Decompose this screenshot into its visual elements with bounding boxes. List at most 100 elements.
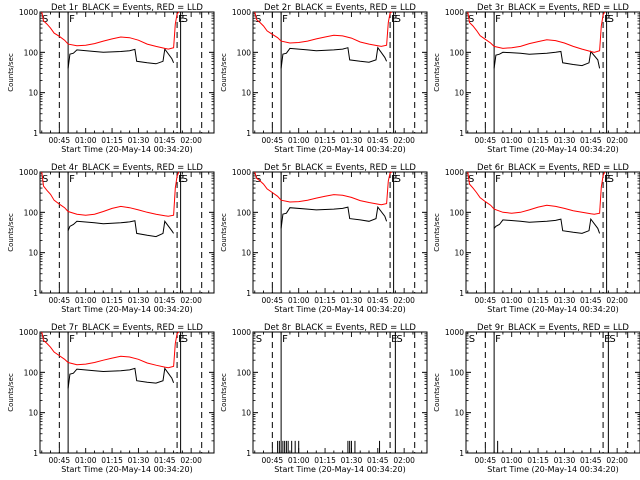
- interval-marker-label: F: [69, 14, 75, 25]
- x-tick-label: 02:00: [180, 136, 202, 145]
- x-tick-label: 01:30: [341, 296, 363, 305]
- events-line: [67, 367, 175, 389]
- x-axis-label: Start Time (20-May-14 00:34:20): [487, 145, 618, 154]
- chart-title: Det 2r_BLACK = Events, RED = LLD: [264, 3, 416, 13]
- chart-panel-det6: Det 6r_BLACK = Events, RED = LLD 1 10 100 10…: [433, 163, 640, 314]
- chart-panel-det4: Det 4r_BLACK = Events, RED = LLD 1 10 100 10…: [7, 163, 215, 314]
- interval-marker-label: E: [604, 14, 610, 25]
- interval-marker-label: F: [69, 174, 75, 185]
- x-axis-label: Start Time (20-May-14 00:34:20): [274, 465, 405, 474]
- x-tick-label: 01:45: [154, 456, 176, 465]
- x-tick-label: 00:45: [475, 296, 497, 305]
- interval-marker-label: F: [495, 174, 501, 185]
- x-tick-label: 01:00: [501, 456, 523, 465]
- y-tick-label: 100: [237, 208, 252, 217]
- chart-title: Det 9r_BLACK = Events, RED = LLD: [477, 323, 629, 333]
- events-line: [280, 46, 388, 69]
- y-tick-label: 1: [33, 129, 38, 138]
- x-tick-label: 01:30: [341, 136, 363, 145]
- interval-marker-label: S: [42, 334, 48, 345]
- x-tick-label: 02:00: [606, 456, 628, 465]
- x-tick-label: 02:00: [606, 296, 628, 305]
- x-tick-label: 01:30: [554, 296, 576, 305]
- interval-marker-label: S: [468, 174, 474, 185]
- events-line: [493, 50, 601, 69]
- y-tick-label: 1000: [232, 8, 251, 17]
- x-tick-label: 00:45: [262, 456, 284, 465]
- y-tick-label: 100: [450, 368, 465, 377]
- y-axis-label: Counts/sec: [220, 213, 228, 252]
- y-tick-label: 1: [246, 129, 251, 138]
- x-tick-label: 00:45: [262, 296, 284, 305]
- interval-marker-label: S: [182, 334, 188, 345]
- chart-title: Det 3r_BLACK = Events, RED = LLD: [477, 3, 629, 13]
- y-tick-label: 10: [454, 249, 464, 258]
- y-tick-label: 1000: [19, 8, 38, 17]
- chart-title: Det 4r_BLACK = Events, RED = LLD: [51, 163, 203, 173]
- interval-marker-label: E: [178, 334, 184, 345]
- interval-marker-label: S: [256, 334, 262, 345]
- chart-panel-det8: Det 8r_BLACK = Events, RED = LLD 1 10 100 10…: [220, 323, 428, 474]
- y-tick-label: 1: [459, 129, 464, 138]
- y-tick-label: 1000: [19, 328, 38, 337]
- x-tick-label: 01:15: [527, 136, 549, 145]
- interval-marker-label: S: [608, 174, 614, 185]
- interval-marker-label: F: [495, 334, 501, 345]
- lld-line: [41, 11, 180, 50]
- chart-panel-det9: Det 9r_BLACK = Events, RED = LLD 1 10 100 10…: [433, 323, 640, 474]
- x-tick-label: 00:45: [49, 296, 71, 305]
- y-tick-label: 100: [450, 208, 465, 217]
- x-tick-label: 01:30: [341, 456, 363, 465]
- y-tick-label: 100: [24, 208, 39, 217]
- plot-frame: [252, 171, 428, 294]
- y-tick-label: 10: [241, 89, 251, 98]
- events-line: [280, 205, 388, 229]
- x-tick-label: 01:15: [527, 296, 549, 305]
- y-tick-label: 10: [28, 409, 38, 418]
- x-tick-label: 01:00: [75, 456, 97, 465]
- y-tick-label: 1: [246, 289, 251, 298]
- chart-panel-det1: Det 1r_BLACK = Events, RED = LLD 1 10 100 10…: [7, 3, 215, 154]
- y-tick-label: 1000: [445, 328, 464, 337]
- x-tick-label: 01:15: [101, 456, 123, 465]
- interval-marker-label: E: [391, 14, 397, 25]
- y-tick-label: 100: [24, 48, 39, 57]
- x-tick-label: 01:45: [580, 296, 602, 305]
- x-tick-label: 01:45: [367, 136, 389, 145]
- interval-marker-label: S: [608, 14, 614, 25]
- lld-line: [41, 331, 180, 369]
- y-axis-label: Counts/sec: [220, 53, 228, 92]
- x-tick-label: 01:15: [314, 296, 336, 305]
- y-axis-label: Counts/sec: [7, 53, 15, 92]
- plot-frame: [252, 11, 428, 134]
- x-axis-label: Start Time (20-May-14 00:34:20): [487, 465, 618, 474]
- x-axis-label: Start Time (20-May-14 00:34:20): [61, 465, 192, 474]
- chart-panel-det7: Det 7r_BLACK = Events, RED = LLD 1 10 100 10…: [7, 323, 215, 474]
- lld-line: [254, 171, 393, 206]
- interval-marker-label: F: [69, 334, 75, 345]
- interval-marker-label: S: [42, 14, 48, 25]
- interval-marker-label: E: [178, 174, 184, 185]
- y-axis-label: Counts/sec: [433, 53, 441, 92]
- x-tick-label: 01:45: [367, 296, 389, 305]
- x-tick-label: 00:45: [262, 136, 284, 145]
- interval-marker-label: S: [396, 334, 402, 345]
- x-tick-label: 01:30: [128, 296, 150, 305]
- interval-marker-label: E: [391, 174, 397, 185]
- chart-title: Det 7r_BLACK = Events, RED = LLD: [51, 323, 203, 333]
- interval-marker-label: F: [495, 14, 501, 25]
- interval-marker-label: E: [391, 334, 397, 345]
- interval-marker-label: E: [604, 174, 610, 185]
- x-tick-label: 00:45: [475, 136, 497, 145]
- x-tick-label: 01:15: [314, 136, 336, 145]
- y-tick-label: 1: [33, 289, 38, 298]
- y-axis-label: Counts/sec: [7, 213, 15, 252]
- interval-marker-label: S: [42, 174, 48, 185]
- lld-line: [467, 171, 606, 215]
- interval-marker-label: S: [395, 174, 401, 185]
- x-tick-label: 01:45: [367, 456, 389, 465]
- x-tick-label: 01:15: [314, 456, 336, 465]
- y-axis-label: Counts/sec: [7, 373, 15, 412]
- interval-marker-label: E: [604, 334, 610, 345]
